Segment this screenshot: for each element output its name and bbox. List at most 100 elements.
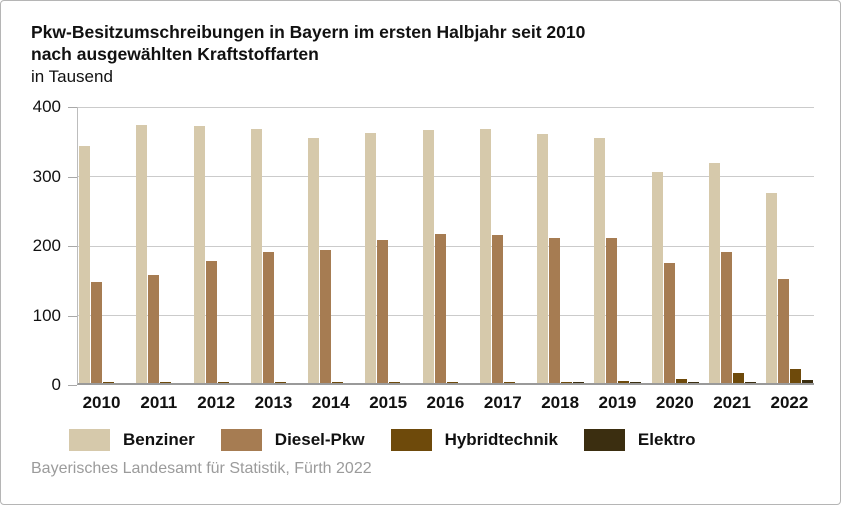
bar-group-2012 xyxy=(193,107,241,383)
bar-hybridtechnik-2014 xyxy=(332,382,343,383)
chart-header: Pkw-Besitzumschreibungen in Bayern im er… xyxy=(31,21,585,88)
x-axis-label-2013: 2013 xyxy=(254,393,293,412)
bar-hybridtechnik-2017 xyxy=(503,381,515,383)
bar-benziner-2020 xyxy=(651,171,663,383)
bar-benziner-2014 xyxy=(308,138,319,383)
legend-item-benziner: Benziner xyxy=(69,429,195,451)
y-axis-label-0: 0 xyxy=(51,375,61,394)
y-tick-300 xyxy=(68,176,77,178)
y-axis-label-200: 200 xyxy=(32,236,61,255)
bar-group-2016 xyxy=(422,107,470,383)
legend-swatch-benziner xyxy=(69,429,110,451)
y-axis-label-100: 100 xyxy=(32,305,61,325)
bar-group-2021 xyxy=(708,107,756,383)
bar-elektro-2022 xyxy=(802,379,813,383)
bar-diesel-pkw-2022 xyxy=(778,278,789,383)
bar-hybridtechnik-2010 xyxy=(103,382,114,383)
bar-diesel-pkw-2019 xyxy=(606,237,618,383)
bar-benziner-2021 xyxy=(708,162,720,383)
bar-diesel-pkw-2016 xyxy=(434,233,446,383)
bar-hybridtechnik-2020 xyxy=(675,378,687,383)
x-axis-label-2012: 2012 xyxy=(197,393,236,412)
bar-hybridtechnik-2018 xyxy=(561,381,572,383)
bar-benziner-2013 xyxy=(250,128,262,383)
bar-benziner-2022 xyxy=(766,192,777,383)
x-axis-label-2020: 2020 xyxy=(655,393,694,412)
x-axis-label-2016: 2016 xyxy=(426,393,465,412)
bar-benziner-2015 xyxy=(365,132,377,383)
bar-elektro-2019 xyxy=(630,382,642,383)
bar-group-2017 xyxy=(479,107,527,383)
chart-title-line1: Pkw-Besitzumschreibungen in Bayern im er… xyxy=(31,22,586,42)
gridline-100 xyxy=(78,315,814,316)
x-axis-label-2018: 2018 xyxy=(541,393,580,412)
bar-benziner-2016 xyxy=(422,130,434,383)
legend-label-benziner: Benziner xyxy=(123,430,195,449)
bar-diesel-pkw-2021 xyxy=(720,252,732,383)
y-tick-200 xyxy=(68,246,77,247)
bar-elektro-2020 xyxy=(687,382,699,383)
bar-groups xyxy=(78,107,814,383)
x-axis-label-2014: 2014 xyxy=(311,393,350,412)
plot-area xyxy=(77,106,814,385)
bar-hybridtechnik-2022 xyxy=(790,369,801,383)
y-tick-0 xyxy=(68,385,77,386)
y-axis-label-300: 300 xyxy=(32,166,61,186)
x-axis-label-2017: 2017 xyxy=(483,393,522,412)
bar-group-2010 xyxy=(79,107,126,383)
gridline-200 xyxy=(78,245,814,247)
bar-diesel-pkw-2012 xyxy=(205,261,217,383)
bar-group-2011 xyxy=(136,107,183,383)
bar-elektro-2021 xyxy=(744,381,756,383)
bar-elektro-2018 xyxy=(573,382,584,383)
bar-benziner-2017 xyxy=(479,128,491,383)
x-axis-label-2019: 2019 xyxy=(598,393,637,412)
bar-hybridtechnik-2019 xyxy=(618,380,630,383)
legend-label-diesel-pkw: Diesel-Pkw xyxy=(274,430,365,449)
bar-diesel-pkw-2011 xyxy=(148,274,160,383)
bar-benziner-2019 xyxy=(594,138,606,383)
legend-item-diesel-pkw: Diesel-Pkw xyxy=(220,429,365,451)
bar-diesel-pkw-2020 xyxy=(663,262,675,383)
bar-group-2014 xyxy=(308,107,355,383)
bar-hybridtechnik-2011 xyxy=(160,382,172,383)
bar-group-2013 xyxy=(250,107,298,383)
chart-title-line2: nach ausgewählten Kraftstoffarten xyxy=(31,44,319,64)
bar-hybridtechnik-2012 xyxy=(217,382,229,383)
bar-group-2015 xyxy=(365,107,412,383)
bar-benziner-2012 xyxy=(193,125,205,383)
y-tick-400 xyxy=(68,107,77,108)
chart-unit-label: in Tausend xyxy=(31,67,113,86)
bar-group-2020 xyxy=(651,107,699,383)
bar-diesel-pkw-2010 xyxy=(91,281,102,383)
bar-diesel-pkw-2018 xyxy=(549,237,560,383)
bar-diesel-pkw-2017 xyxy=(491,234,503,383)
bar-hybridtechnik-2016 xyxy=(446,381,458,383)
x-axis-label-2022: 2022 xyxy=(770,393,809,412)
x-axis-labels: 2010 2011 2012 2013 2014 2015 2016 2017 2018 2019… xyxy=(77,393,814,413)
legend: Benziner Diesel-Pkw Hybridtechnik Elektro xyxy=(69,429,722,451)
x-axis-label-2015: 2015 xyxy=(369,393,408,412)
legend-label-hybridtechnik: Hybridtechnik xyxy=(444,430,558,449)
legend-swatch-elektro xyxy=(583,429,625,451)
gridline-300 xyxy=(78,176,814,177)
bar-benziner-2010 xyxy=(79,146,90,383)
bar-hybridtechnik-2021 xyxy=(732,373,744,383)
bar-diesel-pkw-2013 xyxy=(262,252,274,383)
x-axis-label-2010: 2010 xyxy=(82,393,121,412)
bar-hybridtechnik-2013 xyxy=(274,382,286,383)
legend-swatch-diesel-pkw xyxy=(220,429,262,451)
bar-diesel-pkw-2014 xyxy=(320,249,331,383)
x-axis-label-2011: 2011 xyxy=(140,393,178,412)
legend-item-hybridtechnik: Hybridtechnik xyxy=(390,429,558,451)
source-note: Bayerisches Landesamt für Statistik, Für… xyxy=(31,460,372,477)
x-axis-label-2021: 2021 xyxy=(713,393,752,412)
bar-benziner-2018 xyxy=(537,134,548,383)
bar-hybridtechnik-2015 xyxy=(389,382,401,383)
gridline-400 xyxy=(78,106,814,108)
bar-group-2018 xyxy=(537,107,584,383)
y-axis-label-400: 400 xyxy=(32,97,61,116)
y-tick-100 xyxy=(68,315,77,317)
bar-diesel-pkw-2015 xyxy=(377,239,389,383)
